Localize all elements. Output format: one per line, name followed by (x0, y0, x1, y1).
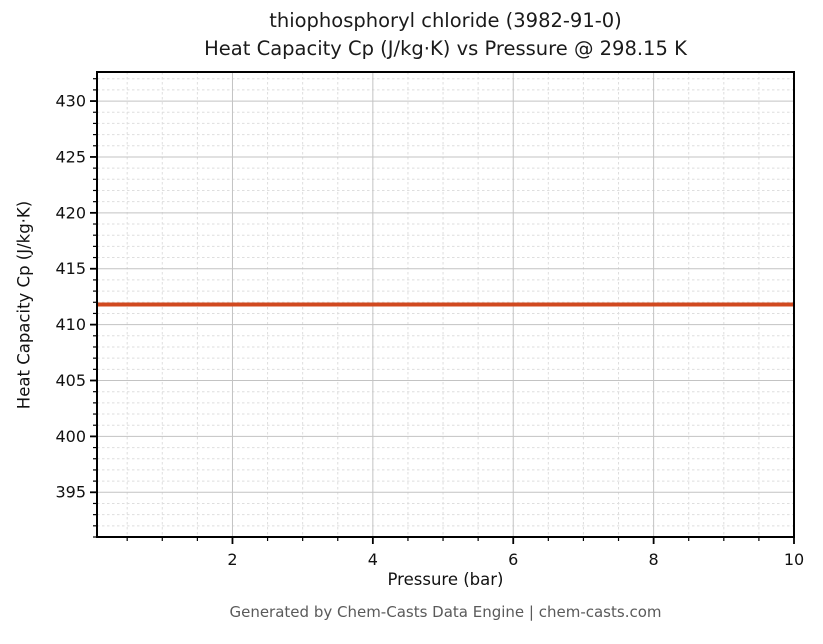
footer-credit: Generated by Chem-Casts Data Engine | ch… (229, 603, 662, 621)
y-tick-label: 400 (55, 427, 86, 446)
x-tick-label: 10 (784, 550, 804, 569)
x-tick-label: 8 (649, 550, 659, 569)
chart-title-line2: Heat Capacity Cp (J/kg·K) vs Pressure @ … (204, 37, 687, 60)
y-tick-label: 405 (55, 371, 86, 390)
chart-title-line1: thiophosphoryl chloride (3982-91-0) (269, 9, 622, 32)
y-tick-label: 415 (55, 259, 86, 278)
plot-frame (96, 71, 795, 538)
x-tick-label: 4 (368, 550, 378, 569)
y-tick-label: 410 (55, 315, 86, 334)
y-axis-label: Heat Capacity Cp (J/kg·K) (14, 200, 34, 410)
x-axis-label: Pressure (bar) (387, 570, 504, 589)
x-tick-label: 2 (227, 550, 237, 569)
x-tick-label: 6 (508, 550, 518, 569)
chart-title: thiophosphoryl chloride (3982-91-0) Heat… (97, 7, 794, 63)
y-tick-label: 425 (55, 147, 86, 166)
y-tick-label: 430 (55, 92, 86, 111)
y-tick-label: 420 (55, 203, 86, 222)
y-tick-label: 395 (55, 483, 86, 502)
